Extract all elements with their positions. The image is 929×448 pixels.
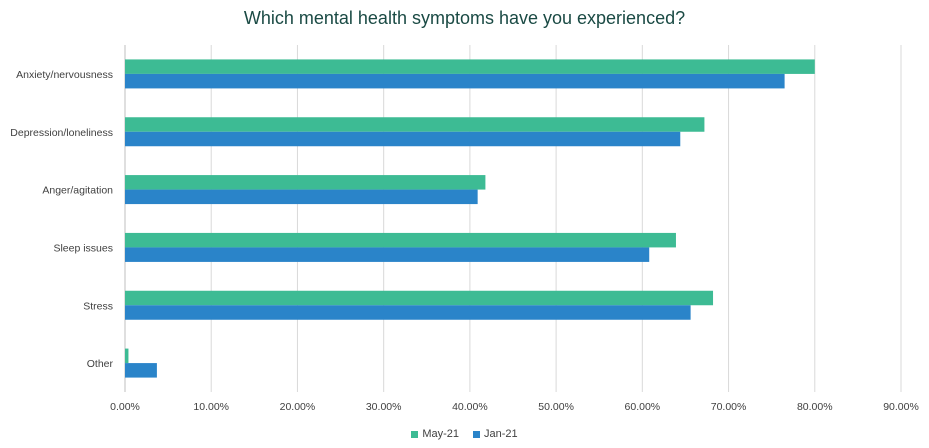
bar-jan-21-5 [125,363,157,378]
legend-item: May-21 [411,428,459,440]
x-tick-label: 80.00% [797,401,833,413]
y-category-label: Depression/loneliness [10,127,113,139]
bar-jan-21-2 [125,189,478,205]
bar-may-21-4 [125,290,714,306]
bar-may-21-5 [125,348,129,364]
x-tick-label: 10.00% [193,401,229,413]
bar-may-21-1 [125,117,705,132]
bar-jan-21-3 [125,247,650,262]
x-tick-label: 60.00% [625,401,661,413]
legend-swatch [411,430,419,438]
bar-may-21-2 [125,175,486,190]
x-tick-label: 50.00% [538,401,574,413]
y-category-label: Anger/agitation [42,185,113,197]
y-category-label: Anxiety/nervousness [16,69,113,81]
x-tick-label: 0.00% [110,401,140,413]
x-tick-label: 70.00% [711,401,747,413]
bar-may-21-3 [125,232,676,248]
bar-jan-21-0 [125,73,785,89]
bar-jan-21-1 [125,131,681,147]
legend-label: Jan-21 [484,428,518,440]
x-tick-label: 30.00% [366,401,402,413]
x-tick-label: 20.00% [280,401,316,413]
x-tick-label: 40.00% [452,401,488,413]
chart-legend: May-21 Jan-21 [0,428,929,440]
bar-may-21-0 [125,59,815,74]
y-category-label: Sleep issues [53,242,113,254]
legend-item: Jan-21 [473,428,518,440]
y-category-label: Stress [83,300,113,312]
chart-title: Which mental health symptoms have you ex… [243,8,686,28]
y-category-label: Other [87,358,114,370]
legend-swatch [473,430,481,438]
bar-jan-21-4 [125,305,691,320]
legend-label: May-21 [422,428,460,440]
x-tick-label: 90.00% [883,401,919,413]
